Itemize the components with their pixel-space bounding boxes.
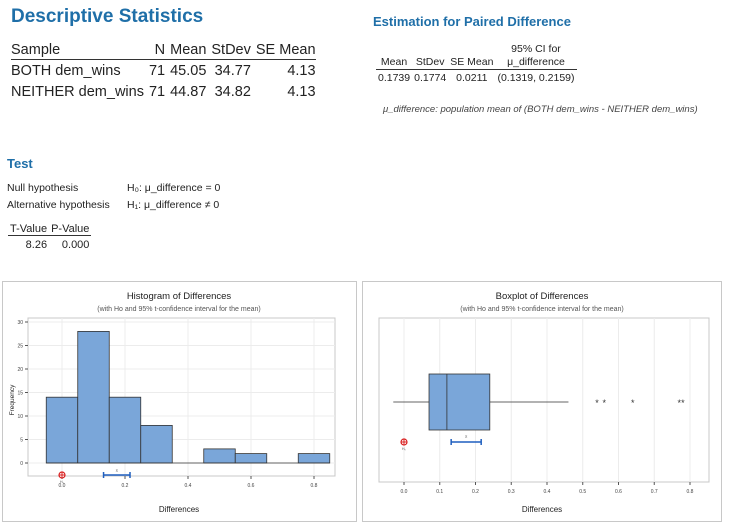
table-header-row: 95% CI for	[376, 43, 577, 56]
histogram-bar	[234, 453, 268, 464]
estimation-note: μ_difference: population mean of (BOTH d…	[383, 104, 698, 115]
table-row: 0.1739 0.1774 0.0211 (0.1319, 0.2159)	[376, 70, 577, 84]
cell-stdev: 34.77	[214, 63, 251, 79]
col-sample-header: Sample	[11, 42, 144, 60]
cell-n: 71	[148, 63, 166, 79]
col-n-header: N	[143, 42, 166, 60]
y-tick-label: 30	[17, 320, 23, 326]
x-tick-label: 0.4	[185, 483, 192, 489]
cell-tvalue: 8.26	[25, 239, 48, 251]
cell-mean: 0.1739	[378, 72, 411, 84]
col-stdev-header: StDev	[412, 56, 449, 70]
histogram-bar	[45, 396, 79, 464]
col-mean-header: Mean	[165, 42, 207, 60]
x-tick-label: 0.0	[401, 489, 408, 495]
test-title: Test	[7, 156, 33, 171]
x-axis-label: Differences	[159, 505, 199, 514]
histogram-bar	[108, 396, 142, 464]
outlier-point: *	[678, 398, 682, 408]
alternative-hypothesis-label: Alternative hypothesis	[7, 199, 110, 211]
outlier-point: *	[681, 398, 685, 408]
cell-n: 71	[148, 84, 166, 100]
cell-sample: NEITHER dem_wins	[11, 84, 144, 100]
y-axis-label: Frequency	[9, 384, 16, 415]
estimation-table: 95% CI for Mean StDev SE Mean μ_differen…	[376, 43, 577, 84]
table-row: BOTH dem_wins 71 45.05 34.77 4.13	[11, 60, 316, 82]
cell-semean: 4.13	[287, 84, 316, 100]
x-tick-label: 0.3	[508, 489, 515, 495]
histogram-bar	[77, 331, 110, 464]
alternative-hypothesis-line: Alternative hypothesis H₁: μ_difference …	[0, 199, 300, 213]
x-tick-label: 0.4	[544, 489, 551, 495]
col-ci-header: μ_difference	[495, 56, 577, 70]
table-header-row: Mean StDev SE Mean μ_difference	[376, 56, 577, 70]
col-pvalue-header: P-Value	[49, 223, 92, 236]
null-hypothesis-line: Null hypothesis H₀: μ_difference = 0	[0, 182, 300, 196]
histogram-panel[interactable]: Histogram of Differences (with Ho and 95…	[2, 281, 357, 522]
cell-ci: (0.1319, 0.2159)	[497, 72, 575, 84]
plot-area	[378, 317, 710, 483]
cell-stdev: 0.1774	[414, 72, 447, 84]
x-tick-label: 0.6	[248, 483, 255, 489]
cell-stdev: 34.82	[214, 84, 251, 100]
null-hypothesis-value: H₀: μ_difference = 0	[127, 182, 221, 194]
x-tick-label: 0.1	[436, 489, 443, 495]
y-tick-label: 0	[20, 461, 23, 467]
cell-mean: 44.87	[170, 84, 207, 100]
x-tick-label: 0.8	[311, 483, 318, 489]
null-hypothesis-label: Null hypothesis	[7, 182, 79, 194]
estimation-title: Estimation for Paired Difference	[373, 14, 571, 29]
x-tick-label: 0.2	[122, 483, 129, 489]
table-header-row: T-Value P-Value	[8, 223, 92, 236]
x-tick-label: 0.5	[579, 489, 586, 495]
chart-title: Boxplot of Differences	[496, 291, 589, 302]
cell-pvalue: 0.000	[61, 239, 90, 251]
y-tick-label: 5	[20, 438, 23, 444]
x-tick-label: 0.2	[472, 489, 479, 495]
col-tvalue-header: T-Value	[8, 223, 50, 236]
cell-semean: 4.13	[287, 63, 316, 79]
outlier-point: *	[602, 398, 606, 408]
x-tick-label: 0.0	[59, 483, 66, 489]
x-axis-label: Differences	[522, 505, 562, 514]
table-row: NEITHER dem_wins 71 44.87 34.82 4.13	[11, 81, 316, 102]
cell-semean: 0.0211	[456, 72, 488, 84]
col-stdev-header: StDev	[206, 42, 251, 60]
cell-mean: 45.05	[170, 63, 207, 79]
descriptive-statistics-table: Sample N Mean StDev SE Mean BOTH dem_win…	[11, 42, 316, 102]
h0-label: H₀	[60, 480, 65, 484]
table-row: 8.26 0.000	[8, 236, 91, 251]
histogram-bar	[297, 453, 331, 464]
x-tick-label: 0.6	[615, 489, 622, 495]
outlier-point: *	[595, 398, 599, 408]
test-results-table: T-Value P-Value 8.26 0.000	[8, 223, 92, 251]
col-semean-header: SE Mean	[250, 42, 316, 60]
h0-label: H₀	[402, 447, 407, 451]
iqr-box	[428, 373, 491, 431]
mean-label: X̄	[465, 434, 468, 439]
y-tick-label: 25	[17, 344, 23, 350]
cell-sample: BOTH dem_wins	[11, 63, 121, 79]
x-tick-label: 0.7	[651, 489, 658, 495]
y-tick-label: 15	[17, 391, 23, 397]
chart-subtitle: (with Ho and 95% t-confidence interval f…	[97, 306, 260, 313]
col-semean-header: SE Mean	[448, 56, 496, 70]
descriptive-statistics-title: Descriptive Statistics	[11, 6, 204, 27]
y-tick-label: 20	[17, 367, 23, 373]
mean-label: X̄	[116, 468, 119, 473]
chart-title: Histogram of Differences	[127, 291, 232, 302]
y-tick-label: 10	[17, 414, 23, 420]
table-header-row: Sample N Mean StDev SE Mean	[11, 42, 316, 60]
col-mean-header: Mean	[376, 56, 413, 70]
x-tick-label: 0.8	[687, 489, 694, 495]
boxplot-chart: Boxplot of Differences (with Ho and 95% …	[378, 291, 710, 514]
chart-subtitle: (with Ho and 95% t-confidence interval f…	[460, 306, 623, 313]
ci-header-line1: 95% CI for	[511, 43, 561, 55]
alternative-hypothesis-value: H₁: μ_difference ≠ 0	[127, 199, 220, 211]
histogram-bar	[203, 448, 236, 464]
outlier-point: *	[631, 398, 635, 408]
histogram-bar	[140, 424, 173, 464]
histogram-chart: Histogram of Differences (with Ho and 95…	[9, 291, 336, 514]
boxplot-panel[interactable]: Boxplot of Differences (with Ho and 95% …	[362, 281, 722, 522]
